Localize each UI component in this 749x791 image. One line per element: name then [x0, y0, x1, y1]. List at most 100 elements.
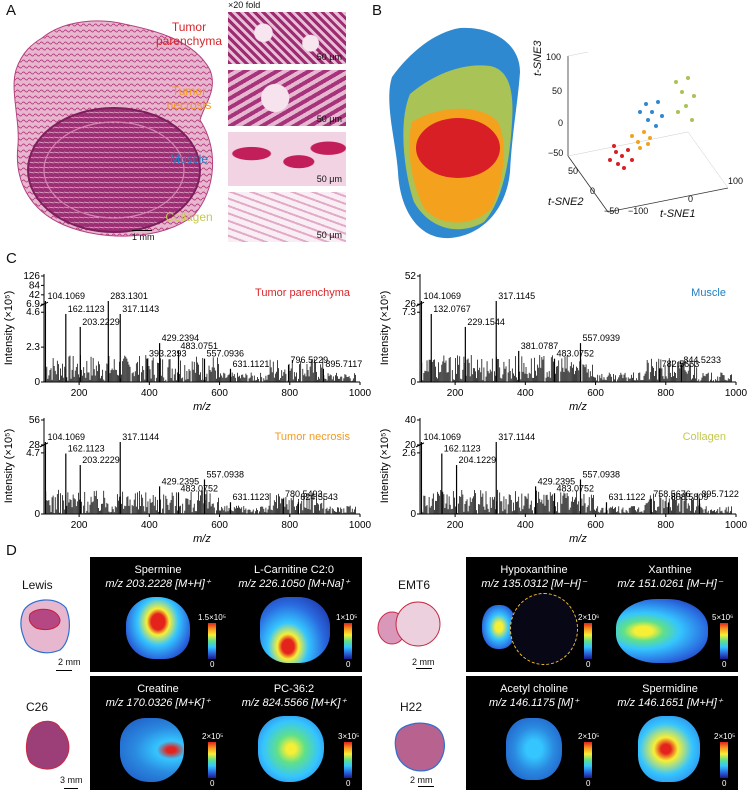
tissue-cluster-map — [380, 22, 530, 244]
peak-label: 203.2229 — [82, 317, 120, 327]
peak-label: 429.2394 — [162, 333, 200, 343]
y-tick-label: 7.3 — [402, 307, 416, 318]
scale-label-main: 1 mm — [132, 232, 155, 242]
x-axis-label: m/z — [569, 533, 587, 544]
msi-panel-emt6: Hypoxanthine m/z 135.0312 [M−H]⁻ Xanthine… — [466, 557, 738, 672]
x-tick-label: 400 — [517, 388, 534, 399]
y-tick-label: 84 — [29, 280, 41, 291]
y-tick-label: 0 — [34, 509, 40, 520]
peak-label: 317.1144 — [122, 432, 159, 442]
x-tick-label: 800 — [657, 388, 674, 399]
y-tick-label: 40 — [405, 415, 417, 426]
colorbar — [344, 742, 352, 778]
peak-label: 132.0767 — [433, 304, 471, 314]
y-tick-label: 6.9 — [26, 299, 40, 310]
model-name-emt6: EMT6 — [398, 578, 431, 592]
x-tick-label: 1000 — [725, 520, 748, 531]
colorbar — [344, 623, 352, 659]
x-axis-label: m/z — [569, 401, 587, 412]
y-tick-1: 0 — [590, 186, 596, 196]
tissue-label-parenchyma: Tumor parenchyma — [155, 20, 223, 48]
peak-label: 203.2229 — [82, 455, 120, 465]
peak-label: 557.0938 — [206, 469, 244, 479]
he-thumb-c26 — [22, 718, 76, 774]
model-name-lewis: Lewis — [22, 578, 53, 592]
peak-label: 631.1122 — [608, 492, 645, 502]
peak-label: 758.5676 — [653, 489, 691, 499]
peak-label: 229.1544 — [467, 317, 505, 327]
y-tick-label: 20 — [405, 440, 417, 451]
x-tick-2: 100 — [728, 176, 744, 186]
peak-label: 631.1121 — [232, 359, 269, 369]
spectrum-title: Tumor necrosis — [275, 431, 351, 443]
x-tick-label: 200 — [447, 388, 464, 399]
peak-label: 104.1069 — [423, 291, 461, 301]
axis-label-y: t-SNE2 — [548, 196, 584, 208]
y-axis-label: Intensity (×10⁵) — [3, 429, 15, 504]
peak-label: 780.5493 — [285, 489, 323, 499]
x-tick-label: 600 — [587, 388, 604, 399]
peak-label: 429.2395 — [162, 476, 200, 486]
y-tick-label: 4.6 — [26, 307, 40, 318]
peak-label: 808.5809 — [671, 492, 709, 502]
z-tick-1: 50 — [552, 86, 563, 96]
peak-label: 796.5229 — [291, 355, 329, 365]
panel-label-d: D — [6, 542, 17, 559]
y-axis-label: Intensity (×10⁵) — [379, 429, 391, 504]
micrograph-necrosis: 50 μm — [228, 70, 346, 126]
msi-panel-c26: Creatine m/z 170.0326 [M+K]⁺ PC-36:2 m/z 8… — [90, 676, 362, 790]
he-stained-section — [4, 10, 224, 242]
spectrum-title: Tumor parenchyma — [255, 287, 351, 299]
model-name-c26: C26 — [26, 700, 49, 714]
x-tick-label: 600 — [211, 520, 228, 531]
peak-label: 162.1123 — [444, 444, 481, 454]
colorbar — [584, 742, 592, 778]
tissue-label-collagen: Collagen — [165, 210, 213, 224]
micrograph-muscle: 50 μm — [228, 132, 346, 186]
y-tick-label: 0 — [410, 377, 416, 388]
scale-bar-c26 — [64, 788, 78, 789]
peak-label: 557.0936 — [206, 349, 244, 359]
peak-label: 844.5233 — [683, 355, 721, 365]
colorbar — [208, 742, 216, 778]
peak-label: 317.1144 — [498, 432, 535, 442]
magnification-label: ×20 fold — [228, 0, 261, 10]
x-tick-label: 400 — [517, 520, 534, 531]
x-tick-1: 0 — [688, 194, 694, 204]
peak-label: 483.0752 — [181, 483, 219, 493]
x-tick-label: 600 — [211, 388, 228, 399]
ion-image-pc — [258, 716, 324, 782]
micrograph-collagen: 50 μm — [228, 192, 346, 242]
peak-label: 104.1069 — [47, 432, 85, 442]
x-tick-label: 400 — [141, 388, 158, 399]
y-tick-label: 2.3 — [26, 342, 40, 353]
x-tick-label: 200 — [71, 520, 88, 531]
x-axis-label: m/z — [193, 533, 211, 544]
x-tick-label: 200 — [71, 388, 88, 399]
peak-label: 895.7122 — [701, 489, 739, 499]
y-axis-label: Intensity (×10⁵) — [379, 291, 391, 366]
peak-label: 381.0787 — [521, 341, 559, 351]
scale-bar — [132, 230, 152, 231]
panel-label-b: B — [372, 2, 383, 19]
x-tick-label: 800 — [281, 520, 298, 531]
peak-label: 104.1069 — [47, 291, 85, 301]
y-tick-0: 50 — [568, 166, 579, 176]
y-tick-label: 0 — [34, 377, 40, 388]
scale-label-emt6: 2 mm — [412, 657, 435, 667]
x-axis-label: m/z — [193, 401, 211, 412]
peak-label: 895.7117 — [325, 359, 362, 369]
colorbar — [720, 623, 728, 659]
x-tick-label: 1000 — [349, 388, 372, 399]
scale-label-h22: 2 mm — [410, 775, 433, 785]
y-tick-label: 126 — [23, 271, 40, 282]
micrograph-parenchyma: 50 μm — [228, 12, 346, 64]
spectrum-tumor-parenchyma: 126 84 42 6.9 4.6 2.3 0 200 400 600 800 1000 m/z Inte… — [0, 266, 372, 413]
peak-label: 104.1069 — [423, 432, 461, 442]
y-tick-2: −50 — [604, 206, 620, 216]
y-tick-label: 42 — [29, 290, 41, 301]
y-tick-label: 0 — [410, 509, 416, 520]
he-thumb-lewis — [18, 594, 72, 656]
ion-image-xanthine — [616, 599, 708, 663]
ion-image-acetylcholine — [506, 718, 562, 780]
